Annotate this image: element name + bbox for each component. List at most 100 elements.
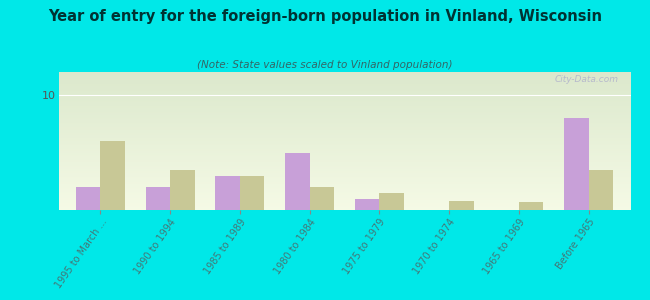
Bar [58, 171, 630, 173]
Bar [58, 88, 630, 90]
Bar [58, 153, 630, 155]
Bar [58, 138, 630, 140]
Bar [58, 177, 630, 178]
Bar [58, 94, 630, 95]
Bar [58, 159, 630, 160]
Bar [58, 203, 630, 205]
Bar [240, 176, 265, 210]
Bar [58, 108, 630, 109]
Bar [564, 118, 589, 210]
Bar [58, 83, 630, 84]
Bar [58, 167, 630, 169]
Bar [58, 77, 630, 79]
Bar [58, 124, 630, 126]
Bar [58, 127, 630, 129]
Bar [58, 208, 630, 210]
Bar [58, 174, 630, 176]
Bar [355, 199, 380, 210]
Bar [76, 187, 100, 210]
Bar [58, 87, 630, 88]
Bar [58, 189, 630, 191]
Bar [58, 111, 630, 112]
Bar [58, 178, 630, 180]
Bar [58, 141, 630, 142]
Bar [58, 152, 630, 153]
Bar [58, 131, 630, 133]
Bar [58, 170, 630, 171]
Bar [58, 112, 630, 113]
Bar [58, 155, 630, 156]
Bar [58, 192, 630, 194]
Bar [58, 133, 630, 134]
Bar [58, 195, 630, 196]
Bar [58, 97, 630, 98]
Bar [58, 199, 630, 200]
Bar [58, 142, 630, 144]
Bar [58, 146, 630, 148]
Bar [58, 109, 630, 111]
Bar [58, 80, 630, 82]
Bar [58, 130, 630, 131]
Bar [58, 90, 630, 91]
Bar [58, 163, 630, 164]
Bar [58, 120, 630, 122]
Bar [58, 185, 630, 187]
Bar [58, 134, 630, 136]
Bar [58, 176, 630, 177]
Bar [58, 84, 630, 86]
Bar [58, 194, 630, 195]
Bar [58, 102, 630, 104]
Bar [58, 123, 630, 124]
Bar [58, 200, 630, 202]
Bar [58, 118, 630, 119]
Bar [285, 152, 309, 210]
Bar [589, 170, 613, 210]
Bar [58, 158, 630, 159]
Bar [58, 202, 630, 203]
Bar [58, 182, 630, 184]
Bar [58, 75, 630, 76]
Bar [58, 137, 630, 138]
Bar [100, 141, 125, 210]
Bar [58, 164, 630, 166]
Bar [58, 106, 630, 108]
Bar [58, 188, 630, 189]
Bar [58, 162, 630, 163]
Text: (Note: State values scaled to Vinland population): (Note: State values scaled to Vinland po… [197, 60, 453, 70]
Bar [58, 126, 630, 127]
Bar [58, 86, 630, 87]
Bar [449, 201, 474, 210]
Bar [58, 140, 630, 141]
Bar [58, 105, 630, 106]
Bar [58, 181, 630, 182]
Bar [58, 76, 630, 77]
Bar [58, 173, 630, 174]
Bar [58, 136, 630, 137]
Bar [170, 170, 194, 210]
Bar [58, 206, 630, 207]
Bar [309, 187, 334, 210]
Legend: Vinland, Wisconsin: Vinland, Wisconsin [251, 299, 438, 300]
Bar [58, 74, 630, 75]
Bar [58, 72, 630, 74]
Bar [58, 187, 630, 188]
Bar [58, 100, 630, 101]
Bar [58, 156, 630, 158]
Bar [58, 119, 630, 120]
Bar [58, 184, 630, 185]
Bar [58, 116, 630, 118]
Bar [58, 82, 630, 83]
Bar [58, 180, 630, 181]
Bar [58, 122, 630, 123]
Bar [58, 145, 630, 146]
Bar [58, 207, 630, 208]
Bar [58, 148, 630, 149]
Bar [58, 160, 630, 162]
Bar [58, 198, 630, 199]
Bar [58, 95, 630, 97]
Bar [58, 196, 630, 198]
Bar [58, 151, 630, 152]
Bar [215, 176, 240, 210]
Bar [58, 169, 630, 170]
Bar [58, 149, 630, 151]
